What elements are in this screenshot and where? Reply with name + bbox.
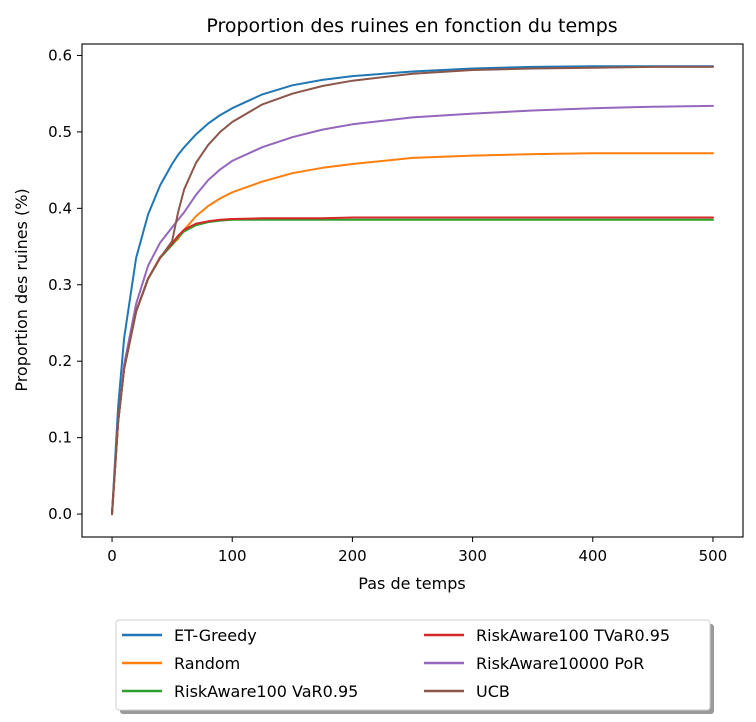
legend: ET-Greedy Random RiskAware100 VaR0.95 RiskA… xyxy=(115,619,714,714)
series-line-4 xyxy=(111,104,714,516)
legend-box xyxy=(115,619,711,711)
series-line-1 xyxy=(111,152,714,516)
series-line-2 xyxy=(111,218,714,516)
x-tick-label: 100 xyxy=(218,547,247,565)
x-tick-label: 300 xyxy=(458,547,487,565)
legend-label-1: Random xyxy=(174,654,240,673)
y-tick-label: 0.4 xyxy=(48,199,72,217)
y-axis-label: Proportion des ruines (%) xyxy=(12,188,31,391)
legend-label-2: RiskAware100 VaR0.95 xyxy=(174,682,358,701)
legend-entries: ET-Greedy Random RiskAware100 VaR0.95 RiskA… xyxy=(122,626,670,701)
x-tick-label: 400 xyxy=(578,547,607,565)
legend-label-5: UCB xyxy=(476,682,510,701)
series-line-0 xyxy=(111,65,714,516)
legend-label-0: ET-Greedy xyxy=(174,626,257,645)
y-tick-label: 0.6 xyxy=(48,46,72,64)
x-tick-label: 200 xyxy=(338,547,367,565)
y-tick-label: 0.0 xyxy=(48,505,72,523)
y-tick-label: 0.5 xyxy=(48,123,72,141)
plot-series xyxy=(111,65,714,516)
legend-label-3: RiskAware100 TVaR0.95 xyxy=(476,626,670,645)
series-line-3 xyxy=(111,216,714,516)
x-axis: 0 100 200 300 400 500 xyxy=(107,537,727,565)
y-axis: 0.0 0.1 0.2 0.3 0.4 0.5 0.6 xyxy=(48,46,82,523)
y-tick-label: 0.1 xyxy=(48,429,72,447)
series-line-5 xyxy=(111,65,714,516)
y-tick-label: 0.2 xyxy=(48,352,72,370)
x-tick-label: 500 xyxy=(699,547,728,565)
x-axis-label: Pas de temps xyxy=(358,574,465,593)
legend-label-4: RiskAware10000 PoR xyxy=(476,654,644,673)
x-tick-label: 0 xyxy=(107,547,117,565)
y-tick-label: 0.3 xyxy=(48,276,72,294)
plot-frame xyxy=(81,43,744,538)
chart-title: Proportion des ruines en fonction du tem… xyxy=(206,15,617,37)
